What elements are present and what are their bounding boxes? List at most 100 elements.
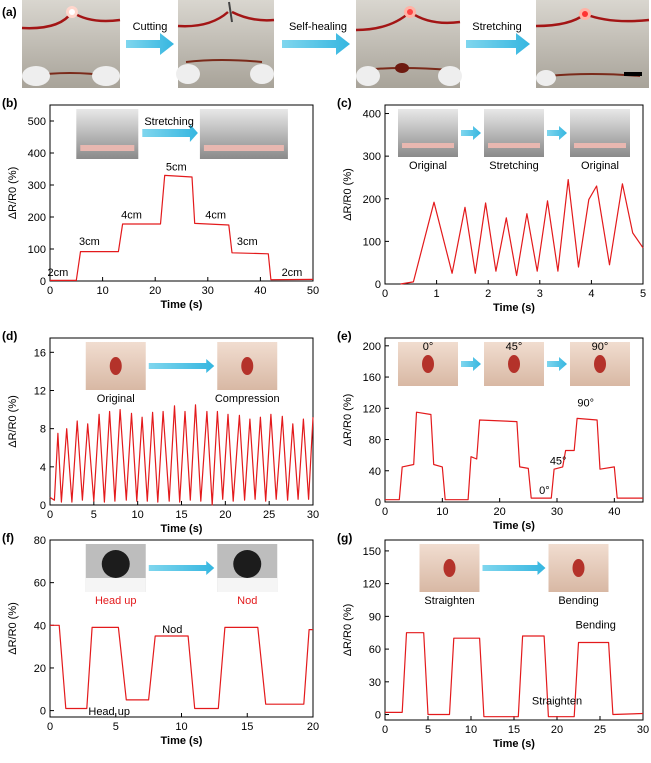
inset-arrow-g-0 (482, 561, 546, 575)
x-tick-label-g-5: 25 (594, 724, 606, 736)
x-tick-label-f-1: 5 (113, 721, 119, 733)
y-tick-label-d-3: 12 (34, 385, 46, 397)
x-tick-label-c-5: 5 (640, 288, 646, 300)
annotation-f-1: Head up (88, 706, 130, 718)
inset-sample-d-0 (109, 357, 122, 375)
plot-frame-c (384, 104, 644, 285)
inset-photo-c-1 (484, 109, 544, 157)
inset-arrow-e-1 (547, 357, 567, 371)
annotation-b-2: 4cm (121, 210, 142, 222)
panel-label-g: (g) (337, 531, 352, 545)
series-line-c-0 (400, 179, 644, 285)
x-tick-label-d-3: 15 (175, 509, 187, 521)
x-tick-label-d-2: 10 (132, 509, 144, 521)
x-tick-label-f-2: 10 (175, 721, 187, 733)
annotation-b-6: 2cm (282, 267, 303, 279)
x-tick-label-g-1: 5 (425, 724, 431, 736)
x-axis-label-e: Time (s) (493, 520, 535, 532)
y-tick-label-c-0: 0 (375, 279, 381, 291)
x-axis-label-d: Time (s) (161, 523, 203, 535)
annotation-g-0: Bending (576, 619, 616, 631)
arrow-self-healing: Self-healing (282, 21, 350, 55)
inset-label-f-1: Nod (237, 595, 257, 607)
x-tick-label-g-2: 10 (465, 724, 477, 736)
y-tick-label-f-2: 40 (34, 620, 46, 632)
inset-sample-e-1 (508, 355, 520, 373)
annotation-b-0: 2cm (47, 267, 68, 279)
x-tick-label-e-2: 20 (494, 506, 506, 518)
annotation-g-1: Straighten (532, 696, 582, 708)
x-tick-label-b-3: 30 (202, 285, 214, 297)
x-axis-label-c: Time (s) (493, 302, 535, 314)
inset-shirt-f-1 (217, 578, 278, 592)
series-line-d-0 (49, 404, 314, 506)
arrow-label-cutting: Cutting (133, 21, 168, 33)
y-tick-label-g-0: 0 (375, 710, 381, 722)
y-axis-label-b: ΔR/R0 (%) (7, 167, 19, 220)
inset-sample-d-1 (241, 357, 254, 375)
annotation-f-0: Nod (162, 624, 182, 636)
inset-sample-b-1 (203, 145, 284, 151)
y-tick-label-e-3: 120 (363, 403, 381, 415)
y-tick-label-d-4: 16 (34, 347, 46, 359)
y-tick-label-b-1: 100 (28, 244, 46, 256)
inset-sample-g-1 (572, 559, 585, 577)
panel-label-c: (c) (337, 96, 352, 110)
x-axis-label-b: Time (s) (161, 299, 203, 311)
photo-a-healed (355, 0, 462, 88)
x-tick-label-g-4: 20 (551, 724, 563, 736)
photo-a-original (21, 0, 121, 88)
y-tick-label-b-5: 500 (28, 116, 46, 128)
inset-sample-g-0 (443, 559, 456, 577)
arrow-label-stretching: Stretching (472, 21, 522, 33)
y-tick-label-f-4: 80 (34, 535, 46, 547)
inset-arrow-f-0 (148, 561, 215, 575)
x-tick-label-c-0: 0 (382, 288, 388, 300)
x-tick-label-b-1: 10 (96, 285, 108, 297)
chart-g: (g) Straighten Bending 0 5 10 15 20 25 30 0 30 60 90 1… (337, 531, 649, 750)
inset-label-e-1: 45° (506, 341, 523, 353)
y-tick-label-c-3: 300 (363, 151, 381, 163)
inset-label-e-0: 0° (423, 341, 434, 353)
panel-label-d: (d) (2, 329, 17, 343)
inset-arrow-c-1 (547, 126, 567, 140)
x-tick-label-b-5: 50 (307, 285, 319, 297)
inset-photo-c-2 (570, 109, 630, 157)
y-tick-label-d-2: 8 (40, 424, 46, 436)
annotation-e-1: 45° (550, 456, 567, 468)
series-line-b-0 (50, 174, 314, 281)
x-tick-label-d-1: 5 (91, 509, 97, 521)
x-tick-label-d-4: 20 (219, 509, 231, 521)
y-tick-label-c-2: 200 (363, 194, 381, 206)
inset-photo-c-0 (398, 109, 458, 157)
annotation-b-5: 3cm (237, 236, 258, 248)
x-axis-label-g: Time (s) (493, 738, 535, 750)
x-tick-label-b-4: 40 (254, 285, 266, 297)
x-tick-label-f-4: 20 (307, 721, 319, 733)
y-tick-label-g-5: 150 (363, 546, 381, 558)
x-tick-label-e-3: 30 (551, 506, 563, 518)
y-axis-label-f: ΔR/R0 (%) (7, 602, 19, 655)
x-tick-label-c-3: 3 (537, 288, 543, 300)
series-line-g-0 (385, 632, 644, 718)
inset-arrow-c-0 (461, 126, 481, 140)
inset-label-c-0: Original (409, 160, 447, 172)
inset-head-f-0 (101, 550, 130, 578)
x-tick-label-d-0: 0 (47, 509, 53, 521)
y-tick-label-e-2: 80 (369, 435, 381, 447)
panel-label-e: (e) (337, 329, 352, 343)
inset-sample-c-0 (402, 143, 454, 148)
series-line-e-0 (385, 411, 643, 501)
inset-label-g-1: Bending (558, 595, 598, 607)
panel-label-f: (f) (2, 531, 14, 545)
chart-e: (e) 0° 45° 90° 0 10 20 30 40 0 40 80 120 160 200 Time (… (337, 329, 644, 532)
row-a: (a) Cutting Self-healing (2, 0, 650, 88)
x-tick-label-g-0: 0 (382, 724, 388, 736)
inset-sample-e-0 (422, 355, 434, 373)
y-axis-label-d: ΔR/R0 (%) (7, 395, 19, 448)
y-axis-label-c: ΔR/R0 (%) (342, 168, 354, 221)
y-tick-label-c-4: 400 (363, 109, 381, 121)
series-line-f-0 (50, 624, 313, 710)
